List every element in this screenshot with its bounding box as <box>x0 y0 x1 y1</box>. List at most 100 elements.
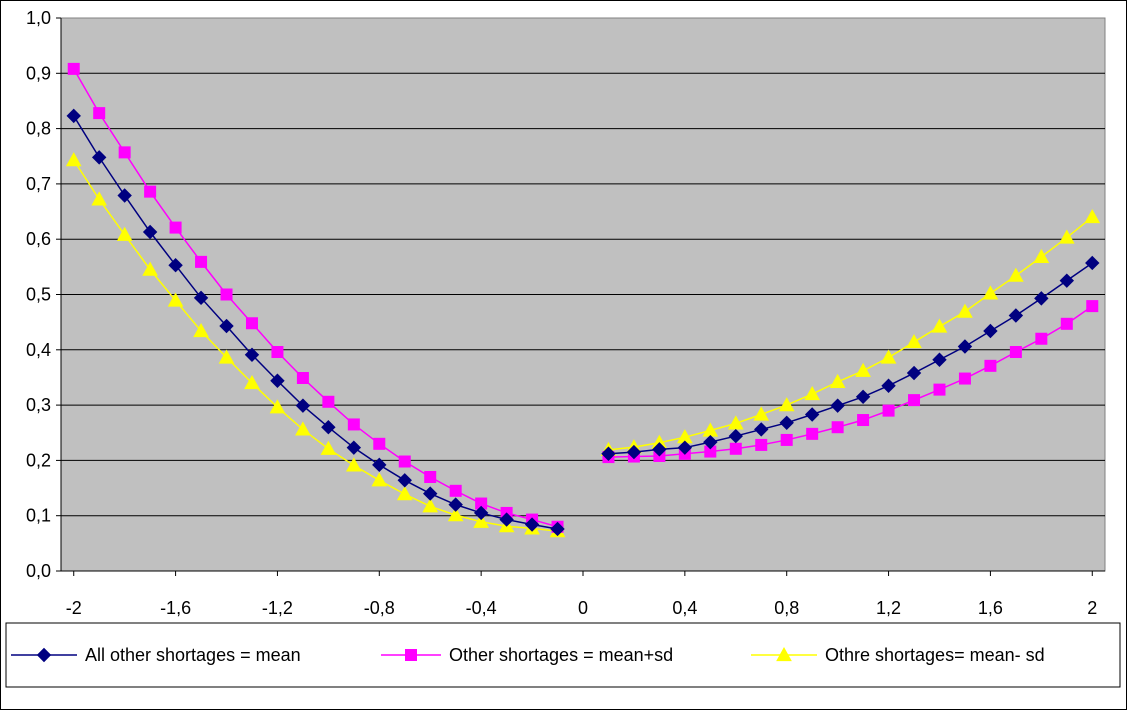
gridlines <box>61 72 1105 517</box>
legend-label: All other shortages = mean <box>85 645 301 665</box>
data-point <box>91 191 108 206</box>
data-point <box>219 318 234 334</box>
legend-marker <box>776 646 792 662</box>
data-point <box>1084 209 1101 224</box>
legend-marker <box>405 649 417 661</box>
data-point <box>753 406 770 421</box>
data-point <box>193 322 209 338</box>
data-point <box>372 457 387 473</box>
x-tick-label: 0,8 <box>774 598 799 618</box>
data-point <box>830 398 845 413</box>
data-point <box>1086 300 1099 313</box>
y-tick-label: 1,0 <box>26 8 51 28</box>
data-point <box>169 221 182 234</box>
data-point <box>754 422 769 437</box>
data-point <box>168 257 183 273</box>
data-point <box>780 433 793 446</box>
data-point <box>804 386 821 401</box>
data-point <box>882 404 895 417</box>
data-point <box>1035 332 1048 345</box>
data-point <box>703 434 718 450</box>
data-point <box>881 378 896 393</box>
data-point <box>778 397 795 412</box>
data-point <box>906 334 922 349</box>
data-point <box>347 418 360 431</box>
data-point <box>245 317 258 330</box>
data-point <box>396 486 413 501</box>
data-point <box>398 455 411 468</box>
data-point <box>855 362 871 377</box>
legend: All other shortages = mean Other shortage… <box>5 622 1121 688</box>
data-point <box>984 359 997 372</box>
data-point <box>270 373 285 388</box>
legend-marker <box>36 647 52 663</box>
data-point <box>218 349 235 364</box>
data-point <box>91 150 107 165</box>
legend-label: Other shortages = mean+sd <box>449 645 673 665</box>
data-point <box>652 442 667 457</box>
data-point <box>116 226 133 241</box>
data-point <box>220 288 233 301</box>
x-tick-label: -0,8 <box>364 598 395 618</box>
data-point <box>1060 317 1073 330</box>
data-point <box>677 440 693 455</box>
y-tick-label: 0,8 <box>26 119 51 139</box>
y-tick-label: 0,5 <box>26 285 51 305</box>
data-point <box>142 261 158 276</box>
data-point <box>933 383 946 396</box>
x-tick-label: 2 <box>1087 598 1097 618</box>
data-point <box>422 498 439 513</box>
data-point <box>144 185 157 198</box>
y-tick-label: 0,0 <box>26 561 51 581</box>
data-point <box>499 512 514 527</box>
data-point <box>321 420 336 435</box>
data-point <box>857 414 870 427</box>
data-point <box>1058 229 1075 244</box>
data-point <box>244 347 260 362</box>
data-point <box>932 352 947 367</box>
data-point <box>67 62 80 75</box>
data-point <box>1009 346 1022 359</box>
data-point <box>957 339 973 354</box>
data-point <box>371 472 388 487</box>
data-point <box>1059 273 1075 288</box>
data-point <box>269 399 286 414</box>
data-point <box>93 107 106 120</box>
data-point <box>958 372 971 385</box>
data-point <box>1085 255 1100 271</box>
data-point <box>906 365 922 381</box>
legend-item: All other shortages = mean <box>11 645 301 665</box>
data-point <box>117 188 132 203</box>
data-point <box>296 372 309 385</box>
data-point <box>142 224 158 240</box>
series-layer <box>65 62 1101 538</box>
data-point <box>880 349 897 364</box>
data-point <box>983 323 998 339</box>
y-tick-label: 0,3 <box>26 395 51 415</box>
data-point <box>1008 308 1024 323</box>
x-tick-label: -1,6 <box>160 598 191 618</box>
data-point <box>449 484 462 497</box>
data-point <box>601 446 616 461</box>
data-point <box>779 415 794 431</box>
data-point <box>855 389 871 405</box>
data-point <box>729 442 742 455</box>
data-point <box>831 421 844 434</box>
data-point <box>1008 267 1024 282</box>
legend-item: Other shortages = mean+sd <box>381 645 673 665</box>
y-tick-label: 0,9 <box>26 63 51 83</box>
x-tick-label: 1,6 <box>978 598 1003 618</box>
data-point <box>728 428 743 444</box>
data-point <box>524 517 540 532</box>
data-point <box>550 521 565 537</box>
x-tick-label: -2 <box>66 598 82 618</box>
data-point <box>829 373 846 388</box>
data-point <box>424 470 437 483</box>
data-point <box>473 513 489 528</box>
x-tick-label: 1,2 <box>876 598 901 618</box>
data-point <box>1033 248 1050 263</box>
data-point <box>271 346 284 359</box>
data-point <box>755 438 768 451</box>
legend-box <box>5 622 1121 688</box>
